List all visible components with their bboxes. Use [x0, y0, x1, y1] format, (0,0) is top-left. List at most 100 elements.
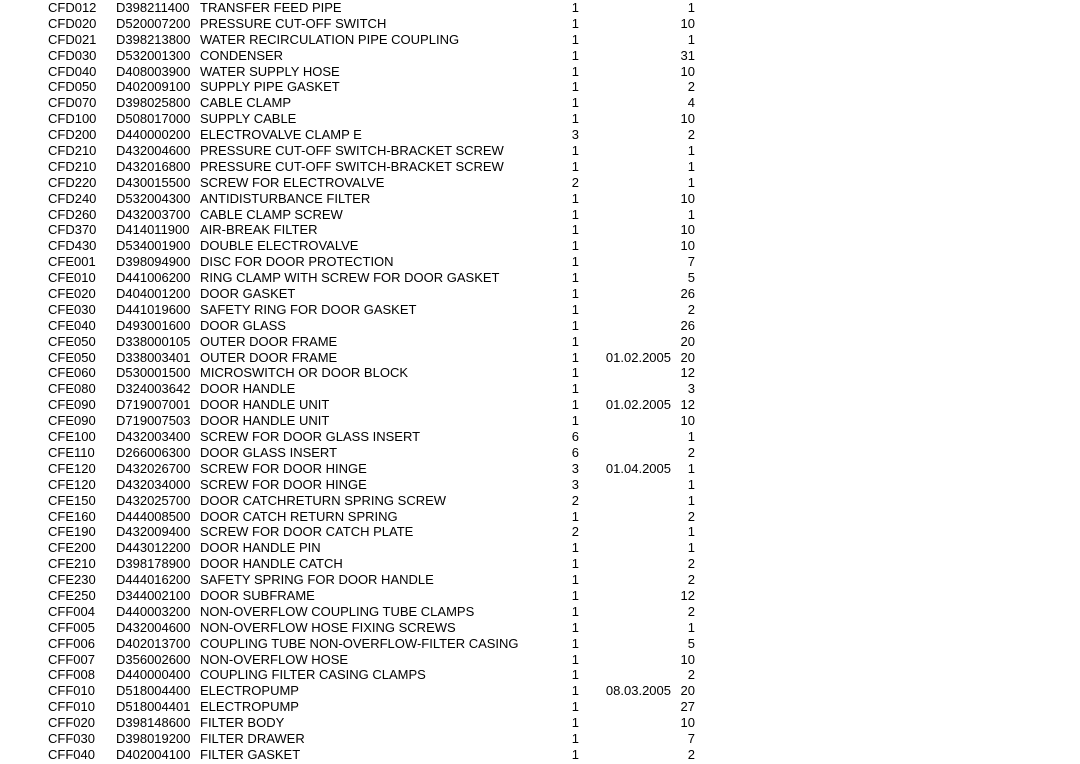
table-row: CFE050D338000105OUTER DOOR FRAME120: [48, 334, 695, 350]
cell-qty: 1: [558, 381, 579, 397]
cell-num: 2: [671, 302, 695, 318]
cell-code: CFF007: [48, 652, 116, 668]
cell-num: 10: [671, 715, 695, 731]
table-row: CFF040D402004100FILTER GASKET12: [48, 747, 695, 763]
cell-code: CFE090: [48, 397, 116, 413]
cell-desc: SAFETY RING FOR DOOR GASKET: [200, 302, 558, 318]
cell-num: 1: [671, 524, 695, 540]
cell-num: 1: [671, 0, 695, 16]
cell-qty: 1: [558, 667, 579, 683]
table-row: CFD210D432004600PRESSURE CUT-OFF SWITCH-…: [48, 143, 695, 159]
cell-num: 10: [671, 222, 695, 238]
cell-num: 1: [671, 207, 695, 223]
cell-part: D520007200: [116, 16, 200, 32]
cell-code: CFE040: [48, 318, 116, 334]
table-row: CFF020D398148600FILTER BODY110: [48, 715, 695, 731]
cell-num: 2: [671, 556, 695, 572]
cell-code: CFF006: [48, 636, 116, 652]
cell-code: CFE001: [48, 254, 116, 270]
cell-desc: DOOR HANDLE PIN: [200, 540, 558, 556]
table-row: CFF006D402013700COUPLING TUBE NON-OVERFL…: [48, 636, 695, 652]
cell-num: 2: [671, 604, 695, 620]
cell-desc: SUPPLY CABLE: [200, 111, 558, 127]
cell-part: D432034000: [116, 477, 200, 493]
cell-num: 5: [671, 636, 695, 652]
cell-part: D432004600: [116, 143, 200, 159]
cell-code: CFE190: [48, 524, 116, 540]
cell-code: CFF010: [48, 683, 116, 699]
cell-code: CFE050: [48, 334, 116, 350]
cell-code: CFF030: [48, 731, 116, 747]
cell-part: D518004400: [116, 683, 200, 699]
cell-part: D402004100: [116, 747, 200, 763]
cell-part: D398019200: [116, 731, 200, 747]
cell-code: CFE090: [48, 413, 116, 429]
cell-qty: 6: [558, 429, 579, 445]
cell-num: 10: [671, 16, 695, 32]
cell-desc: ELECTROPUMP: [200, 683, 558, 699]
cell-qty: 1: [558, 604, 579, 620]
table-row: CFD012D398211400TRANSFER FEED PIPE11: [48, 0, 695, 16]
cell-part: D518004401: [116, 699, 200, 715]
cell-num: 1: [671, 461, 695, 477]
cell-code: CFE050: [48, 350, 116, 366]
cell-qty: 2: [558, 524, 579, 540]
cell-qty: 1: [558, 286, 579, 302]
cell-num: 26: [671, 286, 695, 302]
cell-qty: 1: [558, 16, 579, 32]
cell-num: 2: [671, 509, 695, 525]
cell-desc: ELECTROVALVE CLAMP E: [200, 127, 558, 143]
table-row: CFF008D440000400COUPLING FILTER CASING C…: [48, 667, 695, 683]
cell-code: CFE010: [48, 270, 116, 286]
cell-code: CFF008: [48, 667, 116, 683]
cell-part: D432016800: [116, 159, 200, 175]
cell-part: D398025800: [116, 95, 200, 111]
cell-qty: 1: [558, 350, 579, 366]
table-row: CFE030D441019600SAFETY RING FOR DOOR GAS…: [48, 302, 695, 318]
cell-num: 10: [671, 238, 695, 254]
cell-num: 12: [671, 588, 695, 604]
cell-num: 10: [671, 111, 695, 127]
cell-desc: SAFETY SPRING FOR DOOR HANDLE: [200, 572, 558, 588]
cell-desc: DOOR HANDLE UNIT: [200, 397, 558, 413]
cell-part: D719007001: [116, 397, 200, 413]
cell-part: D402013700: [116, 636, 200, 652]
cell-part: D408003900: [116, 64, 200, 80]
cell-qty: 1: [558, 620, 579, 636]
cell-part: D356002600: [116, 652, 200, 668]
table-row: CFD070D398025800CABLE CLAMP14: [48, 95, 695, 111]
cell-code: CFD020: [48, 16, 116, 32]
cell-desc: NON-OVERFLOW HOSE: [200, 652, 558, 668]
cell-qty: 1: [558, 572, 579, 588]
cell-desc: DOOR GLASS: [200, 318, 558, 334]
cell-qty: 1: [558, 254, 579, 270]
cell-code: CFD050: [48, 79, 116, 95]
cell-part: D398094900: [116, 254, 200, 270]
cell-qty: 3: [558, 127, 579, 143]
cell-code: CFE210: [48, 556, 116, 572]
table-row: CFD260D432003700CABLE CLAMP SCREW11: [48, 207, 695, 223]
cell-desc: WATER SUPPLY HOSE: [200, 64, 558, 80]
table-row: CFE120D432026700SCREW FOR DOOR HINGE301.…: [48, 461, 695, 477]
cell-code: CFD040: [48, 64, 116, 80]
cell-desc: OUTER DOOR FRAME: [200, 350, 558, 366]
table-row: CFD030D532001300CONDENSER131: [48, 48, 695, 64]
cell-desc: NON-OVERFLOW HOSE FIXING SCREWS: [200, 620, 558, 636]
cell-qty: 1: [558, 159, 579, 175]
cell-num: 10: [671, 413, 695, 429]
table-row: CFF030D398019200FILTER DRAWER17: [48, 731, 695, 747]
table-row: CFF010D518004400ELECTROPUMP108.03.200520: [48, 683, 695, 699]
cell-qty: 1: [558, 652, 579, 668]
cell-part: D338000105: [116, 334, 200, 350]
cell-code: CFE200: [48, 540, 116, 556]
cell-part: D532001300: [116, 48, 200, 64]
cell-qty: 1: [558, 95, 579, 111]
table-row: CFE100D432003400SCREW FOR DOOR GLASS INS…: [48, 429, 695, 445]
cell-desc: SUPPLY PIPE GASKET: [200, 79, 558, 95]
cell-part: D430015500: [116, 175, 200, 191]
cell-num: 10: [671, 64, 695, 80]
cell-num: 20: [671, 350, 695, 366]
cell-qty: 1: [558, 111, 579, 127]
cell-code: CFD021: [48, 32, 116, 48]
cell-part: D402009100: [116, 79, 200, 95]
